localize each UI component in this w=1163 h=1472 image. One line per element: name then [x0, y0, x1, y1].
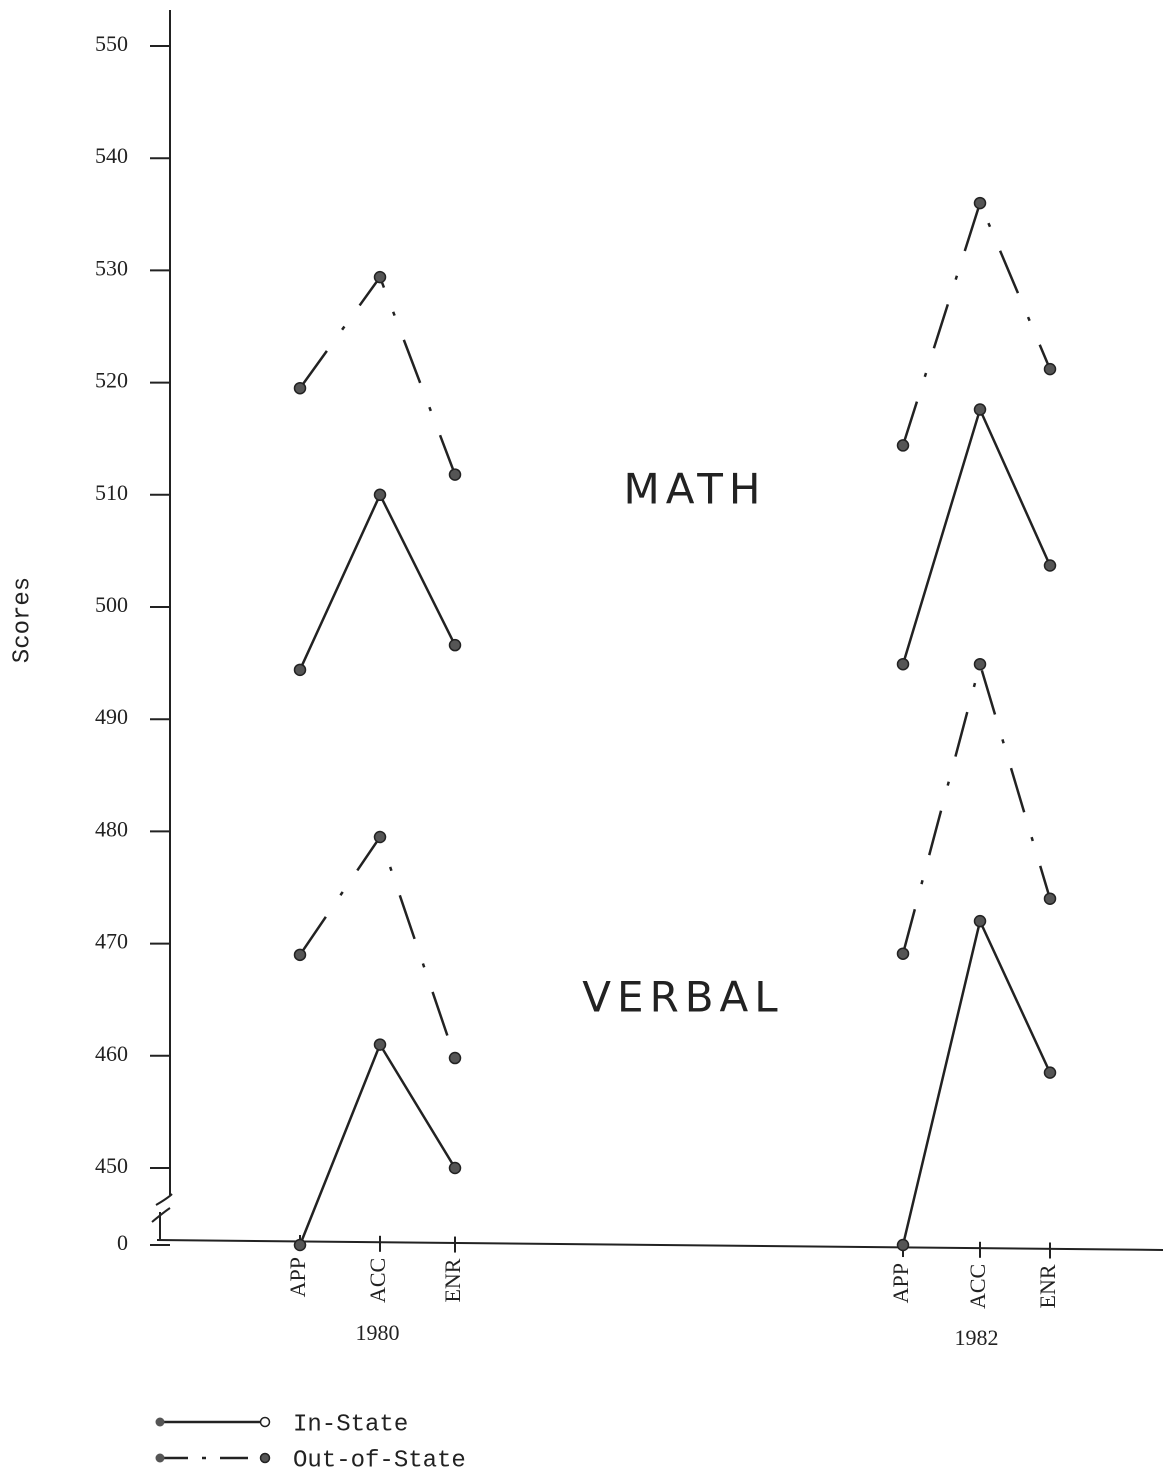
- point: [973, 196, 987, 210]
- point: [293, 1238, 307, 1252]
- point: [973, 657, 987, 671]
- point: [373, 488, 387, 502]
- x-tick-label: ENR: [440, 1258, 465, 1302]
- x-tick-label: ACC: [965, 1264, 990, 1309]
- point: [896, 1238, 910, 1252]
- y-tick-label: 450: [95, 1153, 128, 1178]
- legend-marker: [259, 1452, 271, 1464]
- point: [373, 1038, 387, 1051]
- point: [1043, 892, 1057, 905]
- point: [373, 270, 387, 284]
- point: [448, 1161, 462, 1175]
- x-tick-label: ENR: [1035, 1264, 1060, 1308]
- x-tick-label: APP: [285, 1257, 310, 1297]
- point: [973, 914, 987, 928]
- y-tick-label: 530: [95, 255, 128, 280]
- y-tick-label: 550: [95, 31, 128, 56]
- group-label: 1982: [955, 1325, 999, 1350]
- group-label: 1980: [356, 1320, 400, 1345]
- point: [373, 830, 387, 844]
- y-tick-label: 470: [95, 929, 128, 954]
- series-line: [901, 917, 1052, 1246]
- y-tick-label: 500: [95, 592, 128, 617]
- series-line: [901, 659, 1052, 955]
- point: [293, 663, 307, 677]
- x-axis: [156, 1239, 1163, 1251]
- point: [973, 403, 987, 416]
- legend-marker: [155, 1453, 165, 1463]
- point: [1043, 559, 1057, 572]
- legend-label: Out-of-State: [293, 1447, 466, 1472]
- series-line: [298, 491, 457, 671]
- y-axis-label: Scores: [9, 577, 36, 663]
- x-tick-label: ACC: [365, 1258, 390, 1303]
- legend-marker: [155, 1417, 165, 1427]
- y-tick-label: 0: [117, 1230, 128, 1255]
- legend-label: In-State: [293, 1411, 408, 1438]
- series-line: [298, 274, 457, 476]
- legend-marker: [259, 1416, 271, 1428]
- point: [1043, 362, 1057, 376]
- subject-label: MATH: [624, 465, 767, 514]
- y-tick-label: 540: [95, 143, 128, 168]
- y-tick-label: 520: [95, 368, 128, 393]
- y-tick-label: 510: [95, 480, 128, 505]
- point: [448, 1051, 462, 1065]
- point: [896, 657, 910, 671]
- axis-break: [151, 1193, 173, 1223]
- y-tick-label: 490: [95, 704, 128, 729]
- series-line: [901, 405, 1052, 665]
- x-tick-label: APP: [888, 1263, 913, 1303]
- point: [448, 638, 462, 652]
- point: [896, 439, 910, 452]
- point: [448, 468, 462, 481]
- point: [293, 381, 307, 395]
- series-line: [298, 834, 457, 1059]
- y-tick-label: 480: [95, 816, 128, 841]
- subject-label: VERBAL: [582, 973, 783, 1022]
- y-tick-label: 460: [95, 1041, 128, 1066]
- point: [896, 947, 910, 960]
- point: [293, 948, 307, 962]
- series-line: [298, 1041, 457, 1246]
- point: [1043, 1066, 1057, 1079]
